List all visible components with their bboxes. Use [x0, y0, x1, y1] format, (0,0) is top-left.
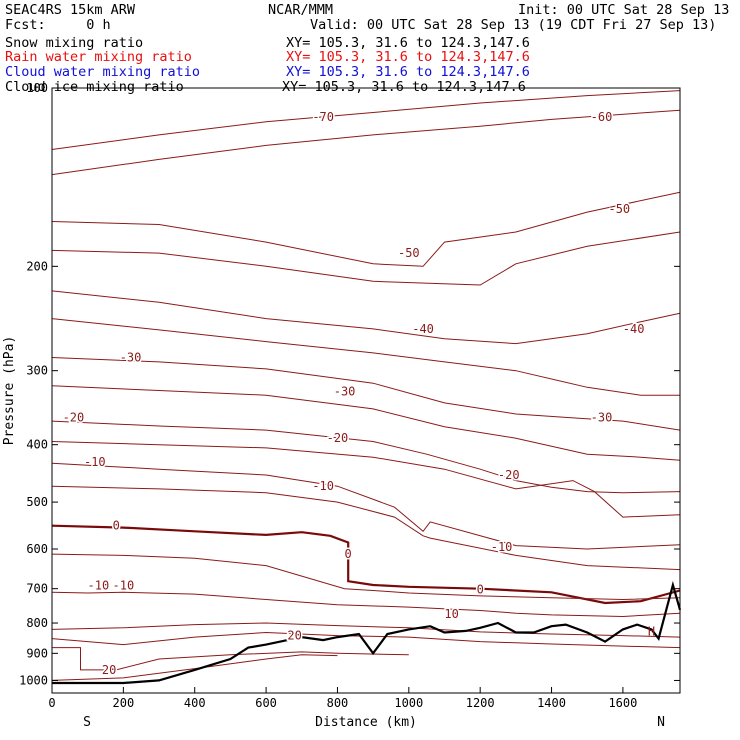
contour-label-5: -40 — [623, 322, 645, 336]
contour-label-16: 0 — [345, 547, 352, 561]
contour-label-0: -70 — [312, 110, 334, 124]
contour-10-13 — [51, 553, 681, 601]
forecast-hour: Fcst: 0 h — [5, 17, 111, 33]
y-tick-label-500: 500 — [26, 495, 48, 509]
init-time: Init: 00 UTC Sat 28 Sep 13 — [518, 2, 730, 18]
y-tick-label-400: 400 — [26, 438, 48, 452]
y-axis-label: Pressure (hPa) — [2, 336, 17, 446]
y-tick-label-300: 300 — [26, 364, 48, 378]
contour-labels: -70 -60-50-50-40 -40-30-30-30-20-20-20-10-… — [61, 109, 646, 679]
contour-m40-4 — [51, 290, 681, 345]
endpoint-label-right: N — [657, 715, 665, 730]
x-tick-label-1000: 1000 — [394, 696, 423, 710]
field-xy-snow: XY= 105.3, 31.6 to 124.3,147.6 — [286, 35, 530, 51]
contour-m10-11 — [51, 485, 681, 571]
contour-label-3: -50 — [608, 202, 630, 216]
y-tick-label-100: 100 — [26, 81, 48, 95]
x-tick-label-1600: 1600 — [608, 696, 637, 710]
y-tick-label-900: 900 — [26, 646, 48, 660]
contour-label-22: 20 — [102, 663, 116, 677]
y-tick-label-600: 600 — [26, 542, 48, 556]
x-tick-label-800: 800 — [327, 696, 349, 710]
contour-20-16 — [51, 631, 681, 649]
contour-label-1: -60 — [591, 110, 613, 124]
contour-20-18 — [51, 654, 338, 681]
terrain: H — [52, 580, 682, 685]
x-tick-label-0: 0 — [48, 696, 55, 710]
plot-frame — [51, 87, 681, 694]
contour-label-14: -10 — [491, 540, 513, 554]
x-tick-label-1200: 1200 — [466, 696, 495, 710]
contour-label-13: -10 — [312, 479, 334, 493]
field-xy-rain: XY= 105.3, 31.6 to 124.3,147.6 — [286, 49, 530, 65]
contour-label-10: -20 — [327, 431, 349, 445]
contour-label-17: 0 — [477, 582, 484, 596]
field-label-rain: Rain water mixing ratio — [5, 49, 192, 65]
axis-ticks: 0 200 400 600 800 1000 1200 1400 160010020030040… — [19, 81, 680, 710]
contour-label-18: 10 — [444, 607, 458, 621]
field-xy-cloud-water: XY= 105.3, 31.6 to 124.3,147.6 — [286, 64, 530, 80]
contour-label-21: 20 — [287, 629, 301, 643]
contour-m60-1 — [51, 109, 681, 176]
contour-m50-2 — [51, 191, 681, 267]
contour-20-17 — [52, 647, 409, 671]
contour-m70-0 — [51, 90, 681, 150]
field-label-snow: Snow mixing ratio — [5, 35, 144, 51]
contour-label-19: -10 — [88, 579, 110, 593]
contour-m50-3 — [51, 231, 681, 286]
contour-m40-5 — [51, 318, 680, 396]
field-xy-cloud-ice: XY= 105.3, 31.6 to 124.3,147.6 — [282, 79, 526, 95]
contour-label-6: -30 — [120, 350, 142, 364]
contour-label-12: -10 — [84, 455, 106, 469]
endpoint-label-left: S — [83, 715, 91, 730]
x-tick-label-600: 600 — [255, 696, 277, 710]
x-tick-label-400: 400 — [184, 696, 206, 710]
x-axis-label: Distance (km) — [315, 715, 417, 730]
contour-lines — [51, 90, 681, 681]
valid-time: Valid: 00 UTC Sat 28 Sep 13 (19 CDT Fri … — [310, 17, 717, 33]
contour-20-15 — [51, 622, 681, 638]
field-label-cloud-ice: Cloud ice mixing ratio — [5, 79, 184, 95]
h-marker: H — [648, 625, 655, 639]
x-tick-label-200: 200 — [113, 696, 135, 710]
contour-label-7: -30 — [334, 384, 356, 398]
contour-m30-6 — [51, 357, 681, 431]
contour-label-9: -20 — [63, 411, 85, 425]
contour-label-20: -10 — [113, 579, 135, 593]
left-title: SEAC4RS 15km ARW — [5, 2, 136, 18]
y-tick-label-800: 800 — [26, 616, 48, 630]
contour-label-15: 0 — [113, 519, 120, 533]
contour-label-2: -50 — [398, 246, 420, 260]
contour-label-11: -20 — [498, 468, 520, 482]
contour-m20-8 — [51, 420, 681, 494]
contour-m20-9 — [51, 441, 681, 518]
y-tick-label-700: 700 — [26, 582, 48, 596]
y-tick-label-200: 200 — [26, 259, 48, 273]
contour-m10-10 — [51, 462, 681, 550]
x-tick-label-1400: 1400 — [537, 696, 566, 710]
contour-10-14 — [51, 591, 681, 618]
contour-label-8: -30 — [591, 411, 613, 425]
contour-m30-7 — [51, 385, 681, 461]
field-label-cloud-water: Cloud water mixing ratio — [5, 64, 201, 80]
contour-0-12 — [51, 524, 681, 605]
center-title: NCAR/MMM — [268, 2, 334, 18]
terrain-line — [52, 580, 682, 685]
contour-label-4: -40 — [412, 322, 434, 336]
y-tick-label-1000: 1000 — [19, 673, 48, 687]
